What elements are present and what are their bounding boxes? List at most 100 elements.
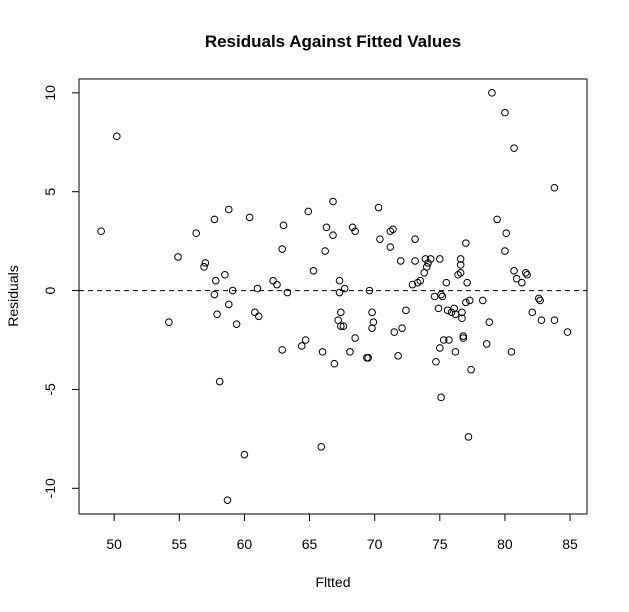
data-point	[396, 257, 405, 265]
data-point	[251, 308, 259, 317]
data-point	[426, 255, 435, 263]
data-point	[523, 270, 531, 279]
x-tick-label: 80	[497, 536, 513, 552]
data-point	[518, 278, 526, 287]
data-point	[335, 276, 344, 285]
data-point	[510, 266, 518, 275]
data-point	[437, 290, 445, 299]
data-point	[215, 377, 224, 386]
data-point	[416, 276, 425, 285]
data-point	[297, 342, 306, 350]
data-point	[536, 296, 544, 305]
data-point	[421, 255, 430, 263]
data-point	[329, 231, 337, 240]
data-point	[459, 334, 468, 342]
data-point	[394, 352, 402, 360]
data-point	[501, 247, 509, 255]
data-point	[273, 280, 281, 289]
y-tick-label: 5	[42, 188, 58, 196]
data-point	[368, 308, 376, 317]
data-point	[201, 259, 210, 267]
data-point	[210, 215, 219, 224]
data-point	[438, 292, 447, 301]
y-tick-label: 0	[42, 286, 58, 294]
data-point	[436, 255, 444, 263]
x-tick-label: 70	[367, 536, 383, 552]
data-point	[228, 286, 237, 295]
data-point	[408, 280, 417, 289]
data-point	[269, 276, 277, 285]
x-axis: 50 55 60 65 70 75 80 85	[106, 514, 578, 552]
data-point	[434, 304, 443, 313]
data-point	[436, 344, 444, 352]
data-point	[507, 348, 516, 356]
data-point	[211, 276, 220, 285]
x-tick-label: 75	[432, 536, 448, 552]
plot-frame	[78, 78, 588, 515]
data-point	[232, 320, 241, 328]
data-point	[563, 328, 572, 336]
data-point	[278, 245, 287, 253]
data-point	[462, 298, 470, 307]
data-point	[240, 450, 249, 459]
data-point	[463, 278, 471, 287]
x-tick-label: 85	[562, 536, 578, 552]
data-point	[340, 284, 349, 293]
chart-title: Residuals Against Fitted Values	[205, 32, 461, 51]
y-tick-label: -10	[42, 478, 58, 498]
data-point	[451, 348, 460, 356]
data-point	[365, 286, 374, 295]
data-point	[253, 284, 262, 293]
y-axis-label: Residuals	[5, 265, 21, 326]
data-point	[335, 288, 344, 297]
data-point	[528, 308, 537, 317]
data-point	[459, 332, 468, 340]
data-point	[512, 274, 521, 283]
data-point	[374, 203, 383, 212]
data-point	[351, 334, 359, 342]
data-point	[456, 255, 465, 263]
data-point	[317, 442, 326, 451]
data-point	[386, 243, 395, 251]
data-point	[348, 223, 357, 232]
data-point	[550, 316, 559, 325]
data-point	[437, 393, 445, 402]
data-point	[402, 306, 410, 315]
data-point	[322, 223, 331, 232]
data-point	[456, 268, 465, 277]
data-point	[221, 270, 229, 279]
data-point	[439, 336, 448, 344]
data-point	[165, 318, 173, 327]
data-point	[493, 215, 501, 224]
data-point	[422, 263, 431, 271]
data-point	[174, 253, 182, 261]
data-point	[200, 263, 208, 271]
data-point	[398, 324, 406, 332]
data-point	[458, 314, 466, 323]
data-point	[279, 221, 288, 230]
data-point	[537, 316, 546, 325]
data-point	[337, 322, 345, 330]
data-point	[376, 235, 384, 243]
data-point	[502, 229, 511, 238]
data-point	[510, 144, 518, 153]
data-point	[337, 308, 345, 317]
data-point	[245, 213, 254, 222]
data-point	[482, 340, 491, 348]
data-point	[432, 357, 440, 366]
data-point	[329, 197, 337, 206]
data-point	[224, 205, 233, 214]
data-point	[283, 288, 292, 297]
data-point	[112, 132, 121, 141]
data-point	[550, 183, 559, 192]
data-point	[210, 290, 219, 299]
x-tick-label: 55	[172, 536, 188, 552]
data-point	[456, 261, 465, 269]
data-point	[304, 207, 313, 216]
data-point	[278, 346, 287, 354]
data-point	[389, 225, 397, 234]
data-point	[213, 310, 221, 319]
data-point	[254, 312, 263, 321]
data-point	[364, 353, 372, 362]
data-point	[224, 300, 233, 309]
